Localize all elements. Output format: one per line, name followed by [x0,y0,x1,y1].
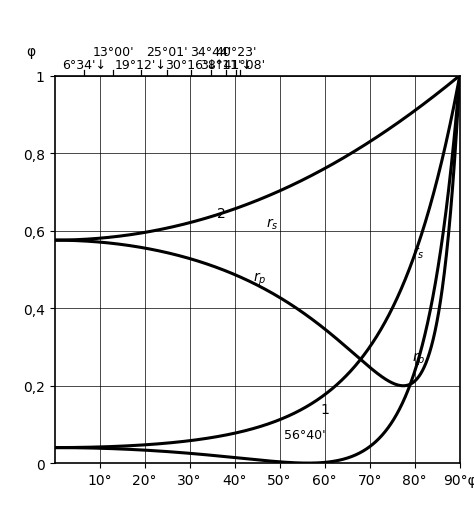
Text: $r_s$: $r_s$ [266,216,279,232]
Text: ↑41°08': ↑41°08' [214,59,266,72]
Text: $r_s$: $r_s$ [412,245,425,261]
Text: 13°00': 13°00' [92,45,134,59]
Text: φ: φ [27,45,36,59]
Text: 34°44': 34°44' [190,45,232,59]
Text: 38°11'↓: 38°11'↓ [201,59,253,72]
Text: $r_p$: $r_p$ [412,350,426,367]
Text: 19°12'↓: 19°12'↓ [115,59,167,72]
Text: 25°01': 25°01' [146,45,188,59]
Text: 30°16'↓: 30°16'↓ [165,59,217,72]
Text: 56°40': 56°40' [284,428,326,441]
Text: 6°34'↓: 6°34'↓ [62,59,106,72]
Text: 2: 2 [217,207,225,220]
Text: 40°23': 40°23' [216,45,257,59]
Text: $r_p$: $r_p$ [253,270,266,288]
Text: 1: 1 [320,402,329,416]
